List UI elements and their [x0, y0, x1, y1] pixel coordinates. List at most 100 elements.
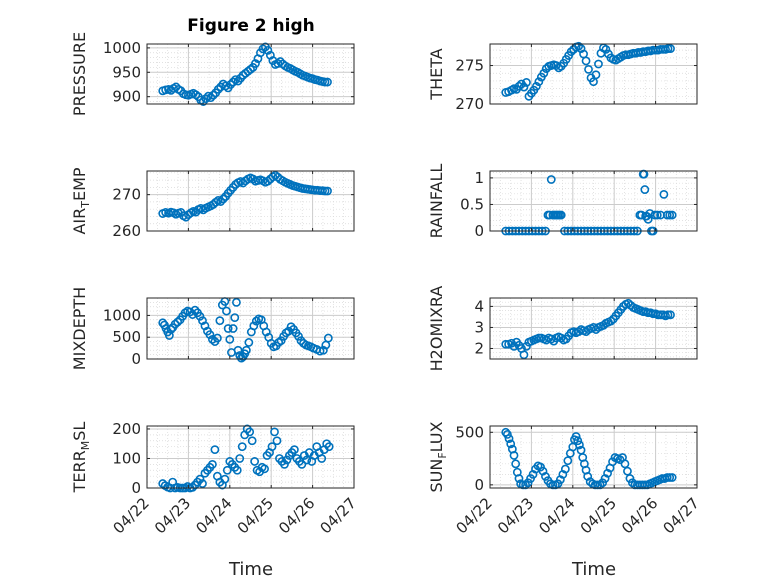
terr-msl-point	[289, 445, 299, 455]
terr-msl-point	[324, 442, 334, 452]
mixdepth-point	[212, 333, 222, 343]
pressure-y-tick-label: 950	[112, 63, 141, 81]
mixdepth-point	[205, 330, 215, 339]
sun-flux-point	[504, 434, 514, 444]
theta-y-tick-label: 275	[455, 57, 484, 75]
air-temp-y-tick-label: 260	[112, 222, 141, 240]
mixdepth-point	[241, 345, 251, 355]
air-temp-y-axis-label: AIRTEMP	[70, 167, 92, 234]
sun-flux-point	[502, 430, 512, 439]
terr-msl-point	[198, 479, 207, 488]
air-temp-point	[323, 186, 332, 196]
sun-flux-point	[560, 464, 570, 474]
terr-msl-point	[250, 457, 260, 466]
theta-point	[591, 70, 601, 80]
mixdepth-point	[323, 333, 333, 343]
h2omixra-axes: 2 3 4 H2OMIXRA	[427, 286, 698, 371]
h2omixra-point	[501, 339, 511, 349]
terr-msl-y-axis-label: TERRMSL	[70, 422, 92, 494]
terr-msl-point	[220, 474, 230, 484]
rainfall-y-tick-label: 1	[474, 169, 484, 187]
x-axis-label-right: Time	[571, 559, 616, 580]
terr-msl-point	[237, 442, 247, 452]
terr-msl-point	[235, 454, 245, 463]
terr-msl-y-tick-label: 200	[112, 420, 141, 438]
terr-msl-point	[210, 445, 220, 455]
theta-point	[551, 61, 561, 70]
rainfall-y-tick-label: 0	[474, 222, 484, 240]
rainfall-point	[637, 210, 646, 220]
mixdepth-point	[249, 321, 259, 331]
mixdepth-point	[222, 306, 231, 316]
sun-flux-point	[620, 459, 630, 469]
sun-flux-point	[511, 459, 521, 469]
theta-point	[539, 68, 549, 78]
air-temp-point	[216, 197, 226, 206]
sun-flux-y-tick-label: 0	[474, 476, 484, 494]
figure-title: Figure 2 high	[187, 16, 315, 36]
sun-flux-point	[563, 456, 573, 466]
sun-flux-point	[514, 474, 524, 483]
terr-msl-point	[245, 427, 255, 437]
sun-flux-point	[506, 439, 516, 449]
terr-msl-point	[222, 465, 232, 475]
pressure-point	[201, 94, 211, 104]
mixdepth-point	[173, 317, 183, 327]
sun-flux-point	[667, 473, 677, 482]
mixdepth-point	[208, 334, 217, 344]
pressure-point	[263, 45, 273, 55]
air-temp-y-tick-label: 270	[112, 186, 141, 204]
theta-point	[519, 82, 529, 92]
rainfall-point	[643, 214, 653, 224]
rainfall-point	[667, 210, 677, 220]
terr-msl-point	[297, 459, 307, 469]
mixdepth-y-axis-label: MIXDEPTH	[70, 287, 89, 370]
mixdepth-point	[223, 324, 233, 333]
theta-point	[666, 44, 675, 54]
mixdepth-point	[215, 316, 225, 326]
mixdepth-y-tick-label: 1000	[103, 306, 141, 324]
sun-flux-point	[615, 455, 625, 465]
h2omixra-point	[666, 310, 675, 320]
terr-msl-point	[272, 436, 282, 446]
mixdepth-point	[195, 311, 205, 321]
mixdepth-y-tick-label: 500	[112, 328, 141, 346]
theta-point	[601, 44, 611, 54]
sun-flux-point	[573, 436, 583, 446]
terr-msl-point	[282, 455, 292, 465]
pressure-y-tick-label: 900	[112, 88, 141, 106]
mixdepth-axes-box	[146, 297, 355, 360]
theta-point	[522, 78, 531, 87]
h2omixra-point	[606, 316, 616, 326]
mixdepth-point	[233, 345, 243, 355]
mixdepth-point	[166, 324, 176, 334]
terr-msl-point	[280, 459, 289, 469]
theta-point	[534, 77, 544, 87]
mixdepth-axes: 0 500 1000 MIXDEPTH	[70, 287, 355, 370]
mixdepth-point	[251, 316, 261, 326]
terr-msl-y-tick-label: 100	[112, 449, 141, 467]
theta-point	[514, 81, 524, 91]
theta-axes-box	[489, 43, 698, 105]
mixdepth-point	[228, 324, 238, 333]
terr-msl-y-tick-label: 0	[131, 479, 141, 497]
rainfall-point	[659, 189, 669, 199]
theta-point	[594, 59, 603, 69]
mixdepth-point	[190, 305, 200, 315]
sun-flux-y-axis-label: SUNFLUX	[427, 421, 449, 492]
pressure-point	[251, 59, 260, 68]
terr-msl-point	[208, 459, 217, 469]
rainfall-axes-box	[489, 170, 698, 232]
mixdepth-y-tick-label: 0	[131, 350, 141, 368]
rainfall-point	[556, 210, 566, 220]
pressure-point	[323, 77, 332, 87]
pressure-point	[206, 93, 216, 103]
rainfall-point	[652, 210, 662, 220]
terr-msl-point	[302, 455, 312, 465]
rainfall-axes: 0 0.5 1 RAINFALL	[427, 164, 698, 240]
theta-point	[566, 47, 576, 57]
h2omixra-y-tick-label: 4	[474, 297, 484, 315]
pressure-point	[208, 90, 218, 100]
pressure-axes: 900 950 1000 PRESSURE	[70, 32, 355, 116]
theta-point	[584, 64, 593, 74]
